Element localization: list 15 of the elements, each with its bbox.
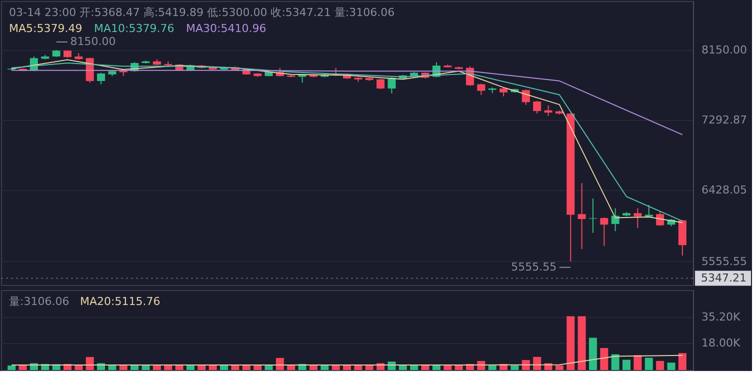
text: MA10:5379.76: [94, 22, 174, 35]
y-tick-label: 35.20K: [702, 310, 741, 324]
text: MA5:5379.49: [9, 22, 82, 35]
text: MA20:5115.76: [80, 295, 160, 308]
y-tick-label: 6428.05: [702, 184, 747, 197]
text: MA30:5410.96: [186, 22, 266, 35]
y-tick-label: 8150.00: [702, 43, 747, 56]
ref-line-label: 5347.21: [701, 271, 746, 284]
annotation: 量:3106.06: [9, 295, 70, 308]
annotation: 5555.55: [511, 260, 557, 274]
y-tick-label: 5555.55: [702, 254, 747, 268]
annotation: 8150.00: [70, 34, 116, 48]
y-tick-label: 7292.87: [702, 113, 747, 126]
annotation: 03-14 23:00 开:5368.47 高:5419.89 低:5300.00 收:5347.21 量:3106.06: [9, 6, 395, 19]
y-tick-label: 18.00K: [702, 336, 741, 350]
